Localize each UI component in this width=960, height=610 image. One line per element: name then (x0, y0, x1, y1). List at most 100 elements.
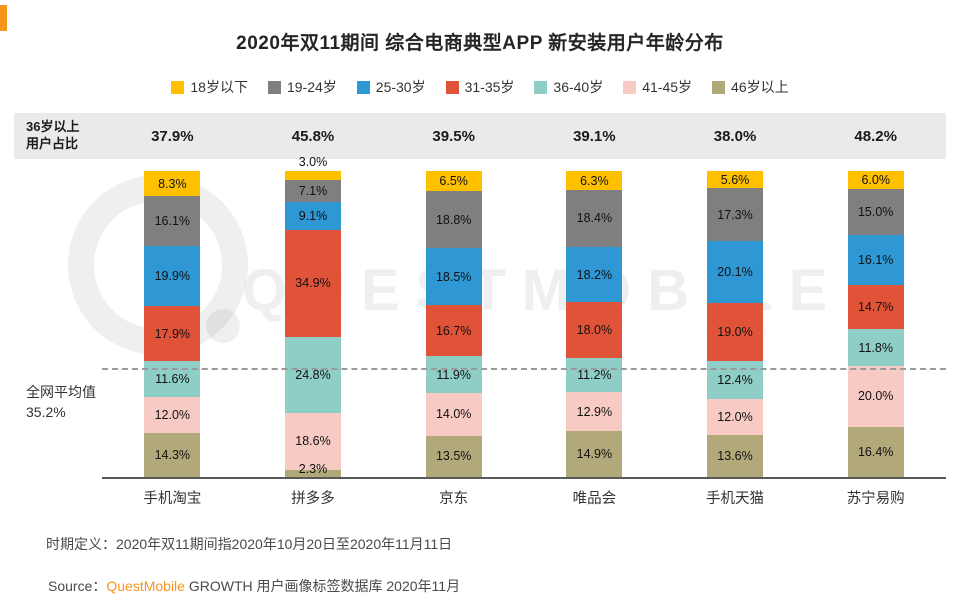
bar-segment: 14.3% (144, 433, 201, 477)
over36-share-value: 37.9% (151, 127, 194, 145)
bar-segment: 6.5% (425, 171, 482, 191)
bar-segment-label: 11.6% (155, 371, 190, 386)
bar-segment-label: 6.0% (861, 173, 890, 188)
bar-segment-label: 5.6% (720, 172, 750, 187)
bar-segment: 14.7% (847, 284, 904, 330)
legend-label: 36-40岁 (553, 79, 604, 95)
network-average-note: 全网平均值 35.2% (26, 383, 96, 422)
bar-segment: 12.0% (144, 396, 201, 434)
source-prefix: Source： (48, 578, 107, 594)
bar-segment-label: 12.9% (576, 404, 613, 419)
over36-share-value: 48.2% (854, 127, 897, 145)
network-average-note-line2: 35.2% (26, 403, 66, 420)
bar-column: 6.0% 15.0% 16.1% 14.7% 11.8% 20.0% 16.4% (805, 171, 946, 477)
bar-segment-label: 16.1% (857, 252, 894, 267)
bar-segment-label: 15.0% (857, 205, 894, 220)
legend-item: 41-45岁 (623, 77, 692, 97)
bar-column: 8.3% 16.1% 19.9% 17.9% 11.6% 12.0% 14.3% (102, 171, 243, 477)
network-average-note-line1: 全网平均值 (26, 384, 96, 400)
over36-band-label-line1: 36岁以上 (26, 119, 80, 135)
legend-swatch-icon (445, 80, 459, 94)
legend-swatch-icon (712, 80, 726, 94)
stacked-bar: 6.3% 18.4% 18.2% 18.0% 11.2% 12.9% 14.9% (566, 171, 623, 477)
legend-item: 36-40岁 (534, 77, 603, 97)
bar-segment: 11.2% (566, 357, 623, 392)
plot: QUESTMOBILE 8.3% 16.1% 19.9% 17.9% 11.6% 12.0… (68, 155, 946, 479)
legend-item: 25-30岁 (356, 77, 426, 97)
bar-segment: 18.4% (566, 190, 623, 247)
bar-column: 6.3% 18.4% 18.2% 18.0% 11.2% 12.9% 14.9% (524, 171, 665, 477)
category-label: 拼多多 (291, 491, 335, 507)
bar-segment-label: 20.1% (717, 264, 753, 279)
bar-segment-label: 14.7% (857, 300, 894, 314)
chart-title: 2020年双11期间 综合电商典型APP 新安装用户年龄分布 (236, 33, 724, 54)
category-label: 手机淘宝 (143, 491, 202, 507)
bar-column: 3.0% 7.1% 9.1% 34.9% 24.8% 18.6% 2.3% (243, 155, 384, 477)
legend-item: 19-24岁 (267, 77, 337, 97)
stacked-bar: 8.3% 16.1% 19.9% 17.9% 11.6% 12.0% 14.3% (144, 171, 201, 477)
watermark-logo-dot (206, 309, 240, 343)
bar-segment-label: 13.5% (435, 449, 472, 464)
bar-segment: 15.0% (847, 189, 904, 236)
category-label: 手机天猫 (706, 491, 765, 507)
legend-swatch-icon (623, 80, 637, 94)
bar-segment: 14.0% (425, 392, 482, 436)
bar-segment: 6.0% (847, 171, 904, 190)
bar-segment-label: 18.2% (576, 267, 613, 282)
bar-segment-label: 3.0% (298, 155, 328, 169)
legend-swatch-icon (356, 80, 370, 94)
bar-segment-label: 16.1% (154, 213, 191, 228)
bar-segment-label: 17.9% (154, 326, 191, 341)
bar-segment-label: 17.3% (717, 207, 753, 222)
bar-segment-label: 19.0% (717, 324, 753, 339)
stacked-bar: 5.6% 17.3% 20.1% 19.0% 12.4% 12.0% 13.6% (707, 171, 764, 477)
legend: 18岁以下 19-24岁 25-30岁 31-35岁 36-40岁 41-45岁 46岁以上 (0, 77, 960, 97)
chart-area: 全网平均值 35.2% QUESTMOBILE 8.3% 16.1% 19.9% 17… (14, 155, 946, 479)
bar-segment-label: 11.9% (436, 367, 471, 382)
bar-segment: 2.3% (285, 462, 341, 477)
bar-column: 5.6% 17.3% 20.1% 19.0% 12.4% 12.0% 13.6% (665, 171, 806, 477)
over36-share-value: 45.8% (291, 127, 335, 145)
band-values: 37.9% 45.8% 39.5% 39.1% 38.0% 48.2% (102, 128, 946, 145)
bar-segment-label: 14.3% (154, 448, 191, 463)
category-axis-spacer (14, 487, 102, 508)
bar-segment-label: 14.9% (576, 447, 613, 462)
stacked-bar: 6.5% 18.8% 18.5% 16.7% 11.9% 14.0% 13.5% (425, 171, 482, 477)
period-definition-note: 时期定义：2020年双11期间指2020年10月20日至2020年11月11日 (46, 536, 453, 552)
category-label: 京东 (439, 491, 469, 507)
bar-segment-label: 9.1% (298, 208, 328, 223)
legend-label: 31-35岁 (464, 79, 515, 95)
stacked-bar: 3.0% 7.1% 9.1% 34.9% 24.8% 18.6% 2.3% (285, 155, 341, 477)
bar-segment: 16.1% (144, 196, 201, 246)
bar-segment-label: 14.0% (435, 407, 472, 422)
over36-share-value: 39.1% (573, 127, 616, 145)
bar-segment-label: 12.0% (717, 409, 753, 424)
bar-segment: 3.0% (285, 155, 341, 181)
bar-segment: 17.3% (707, 188, 764, 242)
legend-swatch-icon (171, 80, 185, 94)
bar-segment-label: 11.2% (577, 367, 612, 382)
bar-segment-label: 18.4% (576, 211, 613, 226)
over36-band: 36岁以上 用户占比 37.9% 45.8% 39.5% 39.1% 38.0% 48.2… (14, 113, 946, 159)
category-cells: 手机淘宝 拼多多 京东 唯品会 手机天猫 苏宁易购 (102, 487, 946, 508)
bar-segment: 11.8% (847, 329, 904, 366)
bar-segment: 12.4% (707, 360, 764, 399)
legend-label: 41-45岁 (642, 79, 693, 95)
bar-segment: 13.5% (425, 435, 482, 477)
bar-segment: 18.0% (566, 302, 623, 358)
bar-segment-label: 12.4% (717, 372, 753, 387)
bar-segment: 14.9% (566, 431, 623, 477)
bar-segment: 19.0% (707, 302, 764, 361)
legend-swatch-icon (267, 80, 281, 94)
bar-segment: 16.7% (425, 305, 482, 357)
bar-segment-label: 13.6% (717, 449, 753, 464)
over36-band-label: 36岁以上 用户占比 (14, 119, 102, 153)
bar-segment-label: 19.9% (154, 268, 191, 283)
bar-segment: 8.3% (144, 171, 201, 197)
bar-segment: 13.6% (707, 435, 764, 477)
bar-segment-label: 6.3% (580, 173, 609, 188)
bar-segment: 18.5% (425, 248, 482, 306)
chart-left-gutter: 全网平均值 35.2% (14, 171, 102, 479)
legend-label: 46岁以上 (731, 79, 789, 95)
bar-segment-label: 6.5% (439, 173, 468, 188)
